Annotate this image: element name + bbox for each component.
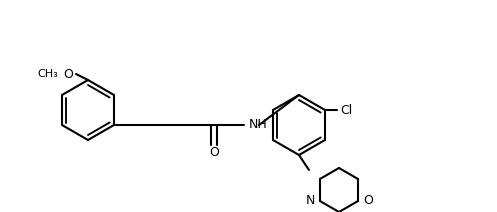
Text: O: O <box>209 146 219 159</box>
Text: N: N <box>306 194 315 208</box>
Text: O: O <box>363 194 373 208</box>
Text: CH₃: CH₃ <box>37 69 58 79</box>
Text: Cl: Cl <box>340 103 352 117</box>
Text: NH: NH <box>249 119 268 131</box>
Text: O: O <box>63 67 73 81</box>
